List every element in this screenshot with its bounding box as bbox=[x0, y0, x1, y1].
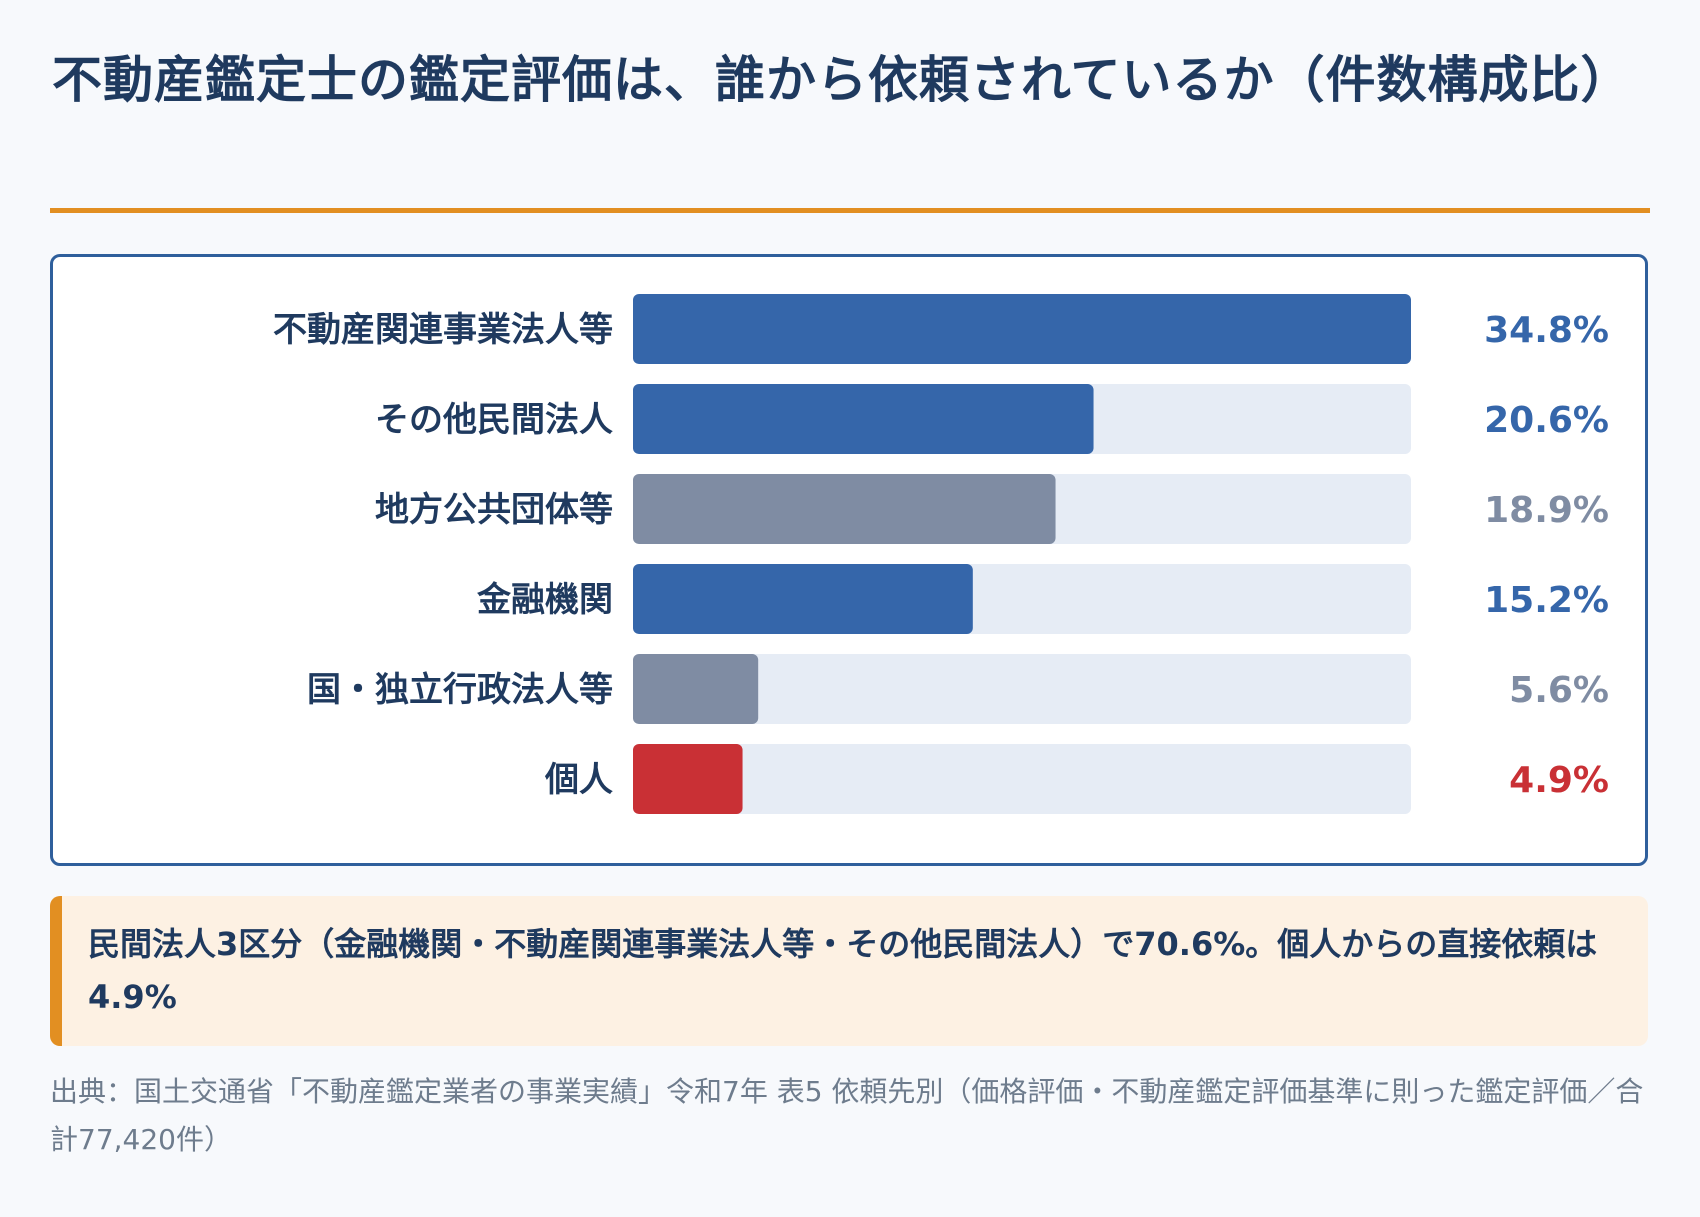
bar bbox=[633, 564, 973, 634]
chart-panel: 不動産関連事業法人等 34.8% その他民間法人 20.6% 地方公共団体等 18.9% 金… bbox=[50, 254, 1648, 866]
bar bbox=[633, 654, 759, 724]
value-label: 15.2% bbox=[1484, 580, 1609, 621]
bar-chart: 不動産関連事業法人等 34.8% その他民間法人 20.6% 地方公共団体等 18.9% 金… bbox=[273, 294, 1609, 814]
category-label: 地方公共団体等 bbox=[375, 490, 613, 530]
bar bbox=[633, 474, 1056, 544]
category-label: 国・独立行政法人等 bbox=[307, 670, 613, 710]
category-label: 個人 bbox=[544, 760, 613, 800]
category-label: 金融機関 bbox=[476, 580, 613, 620]
title-divider bbox=[50, 208, 1650, 213]
note-accent-bar bbox=[50, 896, 62, 1046]
bar bbox=[633, 294, 1411, 364]
bar-track bbox=[633, 744, 1411, 814]
value-label: 5.6% bbox=[1509, 670, 1609, 711]
value-label: 18.9% bbox=[1484, 490, 1609, 531]
source-citation: 出典：国土交通省「不動産鑑定業者の事業実績」令和7年 表5 依頼先別（価格評価・… bbox=[50, 1075, 1644, 1156]
value-label: 4.9% bbox=[1509, 760, 1609, 801]
category-label: 不動産関連事業法人等 bbox=[273, 310, 613, 350]
summary-note: 民間法人3区分（金融機関・不動産関連事業法人等・その他民間法人）で70.6%。個… bbox=[50, 896, 1648, 1046]
category-label: その他民間法人 bbox=[375, 400, 613, 440]
note-text: 民間法人3区分（金融機関・不動産関連事業法人等・その他民間法人）で70.6%。個… bbox=[88, 925, 1598, 1016]
bar bbox=[633, 744, 743, 814]
chart-title: 不動産鑑定士の鑑定評価は、誰から依頼されているか（件数構成比） bbox=[52, 51, 1632, 109]
value-label: 20.6% bbox=[1484, 400, 1609, 441]
bar-track bbox=[633, 654, 1411, 724]
bar bbox=[633, 384, 1094, 454]
value-label: 34.8% bbox=[1484, 310, 1609, 351]
